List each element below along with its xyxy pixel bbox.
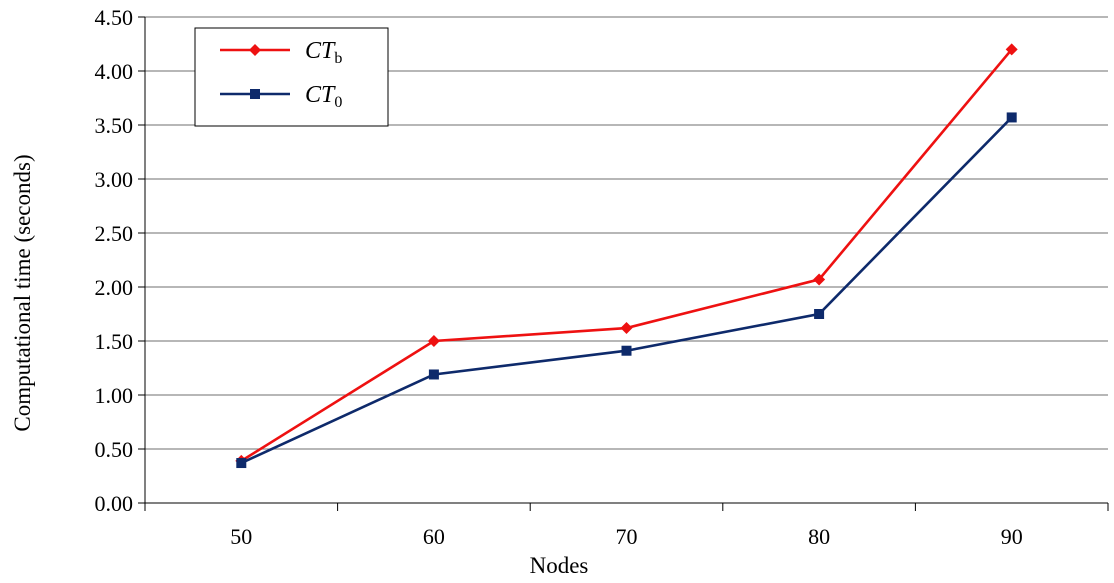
x-tick-labels: 50 60 70 80 90 <box>230 524 1022 549</box>
legend: CTb CT0 <box>194 27 389 127</box>
y-tick-label: 3.50 <box>95 113 134 138</box>
legend-swatch-marker <box>250 89 260 99</box>
y-tick-label: 2.00 <box>95 275 134 300</box>
series-line <box>240 116 1013 465</box>
data-point <box>621 345 632 356</box>
y-tick-label: 3.00 <box>95 167 134 192</box>
legend-entry: CT0 <box>305 82 342 111</box>
data-point <box>427 335 440 347</box>
data-point <box>428 369 439 380</box>
x-tick-label: 50 <box>230 524 252 549</box>
x-tick-label: 60 <box>423 524 445 549</box>
legend-entry: CTb <box>305 38 342 67</box>
data-point <box>1006 112 1017 123</box>
y-tick-label: 4.50 <box>95 5 134 30</box>
data-point <box>1005 43 1018 56</box>
data-point <box>813 273 826 286</box>
y-tick-label: 1.00 <box>95 383 134 408</box>
y-tick-label: 0.50 <box>95 437 134 462</box>
y-tick-labels: 0.00 0.50 1.00 1.50 2.00 2.50 3.00 3.50 4.00 4.50 <box>95 5 134 516</box>
x-tick-label: 70 <box>616 524 638 549</box>
x-tick-label: 80 <box>808 524 830 549</box>
x-axis-label: Nodes <box>530 553 589 578</box>
series-group <box>235 43 1018 469</box>
x-tick-label: 90 <box>1001 524 1023 549</box>
y-tick-label: 0.00 <box>95 491 134 516</box>
series-1 <box>236 112 1017 469</box>
y-tick-label: 4.00 <box>95 59 134 84</box>
y-axis-label: Computational time (seconds) <box>10 154 35 431</box>
y-tick-label: 2.50 <box>95 221 134 246</box>
legend-box <box>194 27 389 127</box>
legend-swatch-marker <box>249 44 261 56</box>
y-tick-label: 1.50 <box>95 329 134 354</box>
data-point <box>620 322 633 335</box>
data-point <box>814 309 825 319</box>
data-point <box>236 458 247 469</box>
axes <box>138 16 1109 511</box>
